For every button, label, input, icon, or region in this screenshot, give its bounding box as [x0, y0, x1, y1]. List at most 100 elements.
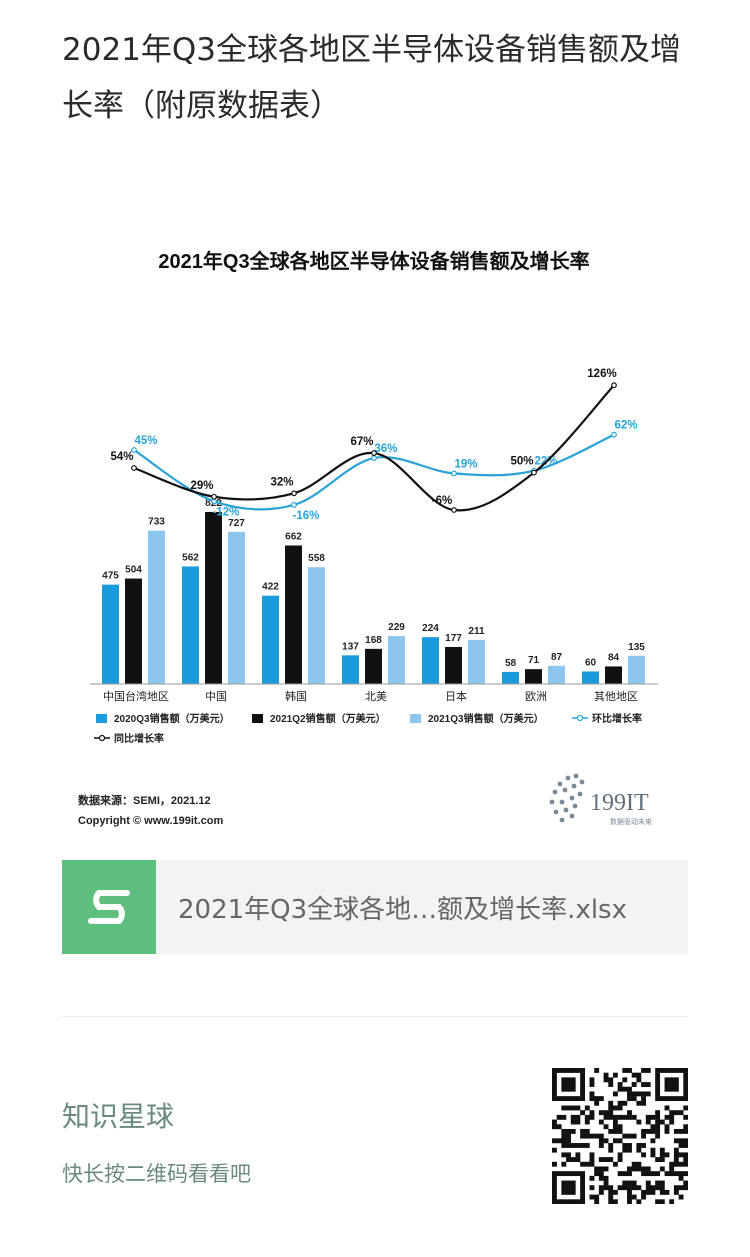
bar-3	[308, 567, 325, 684]
legend-swatch	[96, 714, 107, 723]
bar-3	[228, 531, 245, 684]
yoy-point	[531, 469, 537, 476]
bar-value-label: 84	[608, 652, 620, 663]
legend-swatch	[410, 714, 421, 723]
hb-value-label: 36%	[374, 443, 397, 455]
yoy-point	[131, 465, 137, 471]
bar-1	[102, 584, 119, 684]
yoy-value-label: 32%	[270, 476, 293, 488]
bar-value-label: 137	[342, 641, 359, 652]
logo-dot	[565, 775, 571, 781]
logo-dot	[557, 781, 563, 787]
logo-dot	[549, 799, 555, 805]
hb-value-label: 19%	[454, 458, 477, 470]
yoy-point	[291, 490, 297, 497]
bar-value-label: 422	[262, 582, 279, 593]
bar-1	[502, 671, 519, 684]
bar-3	[628, 655, 645, 684]
yoy-point	[211, 493, 217, 500]
logo-dot	[559, 799, 565, 805]
qr-code[interactable]	[552, 1068, 689, 1205]
yoy-value-label: 67%	[350, 436, 373, 448]
bar-value-label: 224	[422, 623, 439, 634]
bar-2	[445, 646, 462, 684]
planet-hint: 快长按二维码看看吧	[62, 1162, 251, 1186]
logo-dot	[577, 791, 583, 797]
hb-point	[371, 455, 377, 462]
x-tick-label: 中国台湾地区	[103, 689, 169, 703]
legend-label: 2021Q3销售额（万美元）	[428, 712, 544, 725]
legend-label: 同比增长率	[114, 732, 164, 745]
post-title: 2021年Q3全球各地区半导体设备销售额及增长率（附原数据表）	[62, 32, 682, 124]
bar-2	[205, 512, 222, 684]
hb-value-label: 62%	[614, 420, 637, 432]
sales-chart: 2021年Q3全球各地区半导体设备销售额及增长率 475 504 733 中国台湾地区 5…	[78, 249, 658, 827]
bar-value-label: 562	[182, 552, 199, 563]
hb-point	[611, 431, 617, 438]
yoy-value-label: 29%	[190, 480, 213, 492]
hb-point	[211, 498, 217, 505]
yoy-point	[611, 382, 617, 389]
file-name: 2021年Q3全球各地…额及增长率.xlsx	[178, 894, 627, 925]
bar-2	[125, 578, 142, 684]
file-attachment-card[interactable]: 2021年Q3全球各地…额及增长率.xlsx	[62, 860, 688, 954]
logo-dot	[553, 809, 559, 815]
bar-value-label: 168	[365, 635, 382, 646]
logo-dot	[573, 773, 579, 779]
bar-value-label: 558	[308, 553, 325, 564]
bar-value-label: 60	[585, 657, 597, 668]
bar-value-label: 727	[228, 518, 245, 529]
bar-value-label: 733	[148, 517, 165, 528]
logo-text: 199IT	[590, 790, 649, 816]
bar-2	[525, 669, 542, 684]
bar-3	[148, 530, 165, 684]
chart-image: 2021年Q3全球各地区半导体设备销售额及增长率 475 504 733 中国台湾地区 5…	[62, 210, 702, 850]
yoy-value-label: 54%	[110, 451, 133, 463]
x-tick-label: 北美	[365, 690, 387, 703]
hb-point	[291, 502, 297, 508]
bar-value-label: 135	[628, 642, 645, 653]
bar-value-label: 662	[285, 531, 302, 542]
planet-name: 知识星球	[62, 1100, 175, 1133]
bar-value-label: 87	[551, 652, 563, 663]
hb-point	[131, 447, 137, 453]
x-tick-label: 日本	[445, 689, 467, 703]
logo-dot	[572, 803, 578, 809]
hb-point	[451, 470, 457, 477]
spreadsheet-icon	[62, 860, 156, 954]
divider	[62, 1016, 688, 1017]
bar-3	[548, 665, 565, 684]
legend-label: 2021Q2销售额（万美元）	[270, 712, 386, 725]
bar-value-label: 177	[445, 633, 462, 644]
bar-2	[285, 545, 302, 684]
x-tick-label: 其他地区	[594, 690, 638, 703]
bar-value-label: 504	[125, 565, 142, 576]
yoy-point	[371, 450, 377, 456]
legend-label: 环比增长率	[592, 712, 642, 725]
logo-dot	[559, 817, 565, 823]
yoy-value-label: 126%	[587, 368, 616, 380]
bar-1	[262, 595, 279, 684]
logo-dot	[569, 813, 575, 819]
logo-dot	[552, 789, 558, 795]
bar-2	[605, 666, 622, 684]
x-tick-label: 中国	[205, 690, 227, 703]
logo-subtext: 数据驱动未来	[610, 817, 652, 826]
x-tick-label: 韩国	[285, 689, 307, 703]
logo-dot	[569, 795, 575, 801]
legend-label: 2020Q3销售额（万美元）	[114, 712, 230, 725]
legend-swatch	[252, 714, 263, 723]
yoy-value-label: 50%	[510, 456, 533, 468]
bar-3	[468, 639, 485, 684]
logo-dot	[563, 807, 569, 813]
logo-dot	[562, 787, 568, 793]
yoy-value-label: -6%	[432, 495, 452, 507]
logo-dot	[571, 783, 577, 789]
bar-value-label: 58	[505, 658, 517, 669]
logo-dot	[579, 779, 585, 785]
bar-1	[342, 655, 359, 684]
legend-marker	[576, 714, 584, 722]
chart-copyright: Copyright © www.199it.com	[78, 815, 223, 827]
yoy-point	[451, 507, 457, 513]
hb-value-label: -12%	[213, 506, 240, 518]
